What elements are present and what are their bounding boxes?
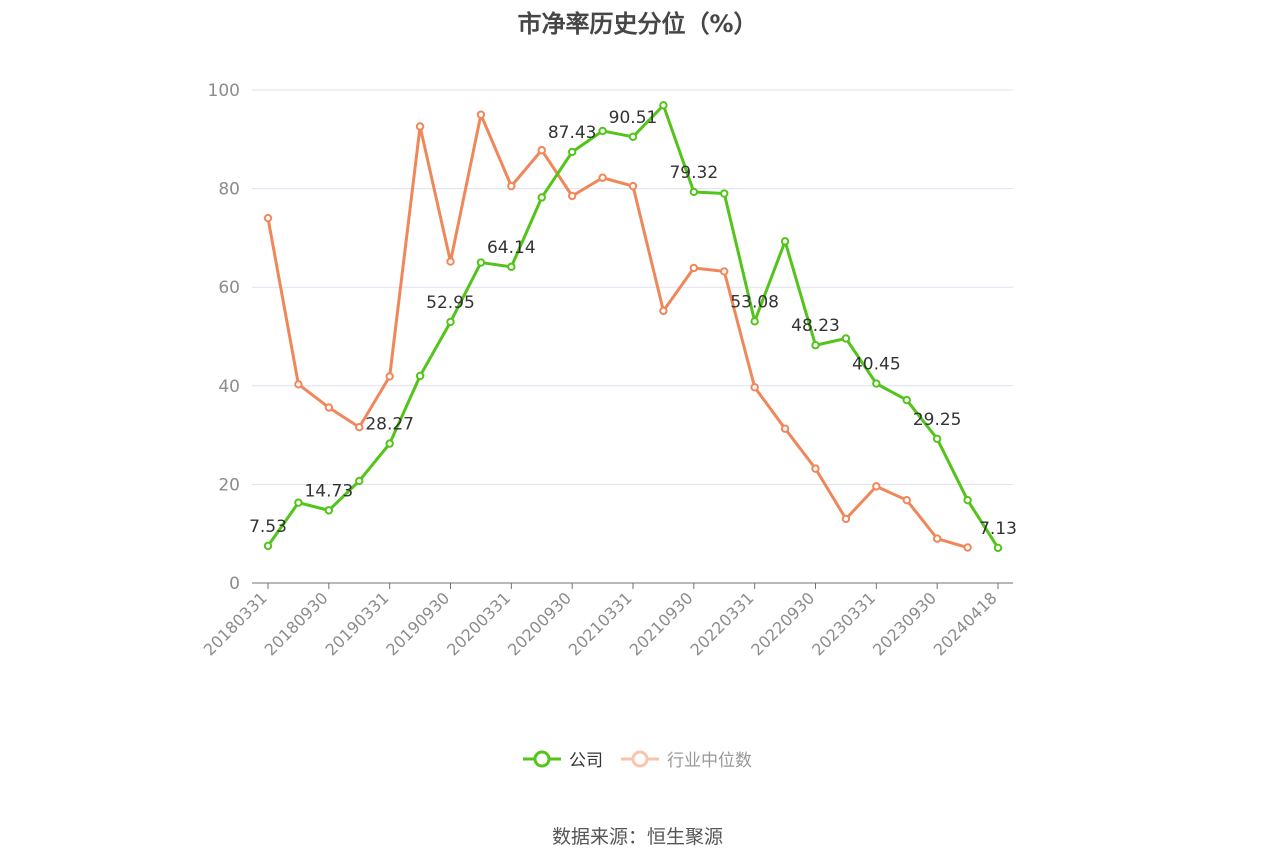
company-data-point xyxy=(567,147,577,157)
x-tick-label: 20220930 xyxy=(747,588,818,659)
company-data-point xyxy=(355,476,364,486)
x-tick-label: 20210331 xyxy=(565,588,636,659)
legend-item-industry[interactable]: 行业中位数 xyxy=(621,746,752,771)
company-data-point xyxy=(811,341,820,350)
data-label: 87.43 xyxy=(548,123,597,143)
industry-data-point xyxy=(902,495,911,505)
data-label: 7.53 xyxy=(249,517,287,537)
source-note: 数据来源：恒生聚源 xyxy=(551,826,723,848)
data-label: 48.23 xyxy=(791,316,840,336)
company-data-point xyxy=(659,101,668,110)
series-points xyxy=(263,101,1003,553)
industry-data-point xyxy=(598,173,607,182)
y-tick-label: 0 xyxy=(229,574,240,594)
industry-data-point xyxy=(567,191,577,201)
legend: 公司 行业中位数 xyxy=(0,746,1275,771)
y-tick-label: 40 xyxy=(218,377,240,397)
industry-data-point xyxy=(811,464,820,473)
legend-label-industry: 行业中位数 xyxy=(667,751,752,771)
x-tick-label: 20200331 xyxy=(443,588,514,659)
data-label: 29.25 xyxy=(913,410,962,430)
legend-company-marker-icon xyxy=(523,750,561,767)
data-labels: 7.53 14.73 28.27 52.95 64.14 87.43 90.51 79.32 5… xyxy=(249,108,1017,539)
industry-data-point xyxy=(659,306,668,316)
company-data-point xyxy=(963,495,972,505)
company-data-point xyxy=(872,379,881,388)
data-label: 79.32 xyxy=(669,163,718,183)
x-tick-label: 20210930 xyxy=(626,588,697,659)
data-label: 14.73 xyxy=(304,481,353,501)
industry-data-point xyxy=(446,257,455,266)
industry-data-point xyxy=(385,372,394,381)
data-label: 28.27 xyxy=(365,415,414,435)
x-tick-label: 20200930 xyxy=(504,588,575,659)
x-tick-label: 20220331 xyxy=(686,588,757,659)
company-data-point xyxy=(324,506,334,515)
industry-data-point xyxy=(537,145,546,155)
y-tick-label: 60 xyxy=(218,278,240,298)
industry-data-point xyxy=(689,263,699,273)
industry-data-point xyxy=(476,110,486,119)
company-data-point xyxy=(902,395,911,405)
x-tick-label: 20230331 xyxy=(808,588,879,659)
data-label: 52.95 xyxy=(426,293,475,313)
company-data-point xyxy=(385,439,394,448)
industry-data-point xyxy=(720,267,729,276)
company-data-point xyxy=(932,434,942,443)
company-data-point xyxy=(750,317,759,326)
company-data-point xyxy=(628,132,638,141)
company-data-point xyxy=(689,187,699,197)
legend-item-company[interactable]: 公司 xyxy=(523,746,603,771)
company-data-point xyxy=(720,189,729,198)
company-data-point xyxy=(598,126,607,136)
industry-data-point xyxy=(872,482,881,491)
industry-data-point xyxy=(780,424,790,433)
industry-data-point xyxy=(750,383,759,392)
data-label: 90.51 xyxy=(609,108,658,128)
chart-canvas: 0 20 40 60 80 100 2018033120180930201903312019… xyxy=(200,81,1017,659)
industry-data-point xyxy=(507,181,516,191)
x-tick-label: 20190930 xyxy=(382,588,453,659)
company-data-point xyxy=(537,193,546,202)
data-label: 53.08 xyxy=(730,292,779,312)
x-tick-label: 20230930 xyxy=(869,588,940,659)
industry-data-point xyxy=(963,543,972,552)
series-lines xyxy=(266,103,1000,549)
y-tick-label: 20 xyxy=(218,475,240,495)
industry-data-point xyxy=(628,181,638,191)
industry-data-point xyxy=(355,423,364,432)
company-series-line xyxy=(266,103,1000,549)
x-tick-label: 20190331 xyxy=(321,588,392,659)
industry-data-point xyxy=(841,514,851,524)
x-tick-label: 20240418 xyxy=(930,588,1001,659)
company-data-point xyxy=(476,258,486,267)
industry-data-point xyxy=(294,380,303,389)
data-label: 64.14 xyxy=(487,238,536,258)
y-tick-label: 80 xyxy=(218,180,240,200)
company-data-point xyxy=(993,543,1003,553)
x-tick-label: 20180930 xyxy=(261,588,332,659)
industry-data-point xyxy=(324,403,334,412)
industry-data-point xyxy=(415,122,425,131)
industry-series-line xyxy=(266,113,969,549)
industry-data-point xyxy=(932,534,942,543)
y-tick-label: 100 xyxy=(208,81,240,101)
company-data-point xyxy=(294,498,303,507)
x-tick-label: 20180331 xyxy=(200,588,271,659)
data-label: 7.13 xyxy=(979,519,1017,539)
company-data-point xyxy=(415,371,425,381)
company-data-point xyxy=(446,317,455,327)
legend-industry-marker-icon xyxy=(621,750,659,767)
industry-data-point xyxy=(263,213,273,223)
company-data-point xyxy=(780,237,790,246)
data-label: 40.45 xyxy=(852,355,901,375)
company-data-point xyxy=(263,541,273,551)
chart-title: 市净率历史分位（%） xyxy=(517,10,758,38)
company-data-point xyxy=(841,334,851,343)
company-data-point xyxy=(507,262,516,271)
legend-label-company: 公司 xyxy=(569,751,603,771)
